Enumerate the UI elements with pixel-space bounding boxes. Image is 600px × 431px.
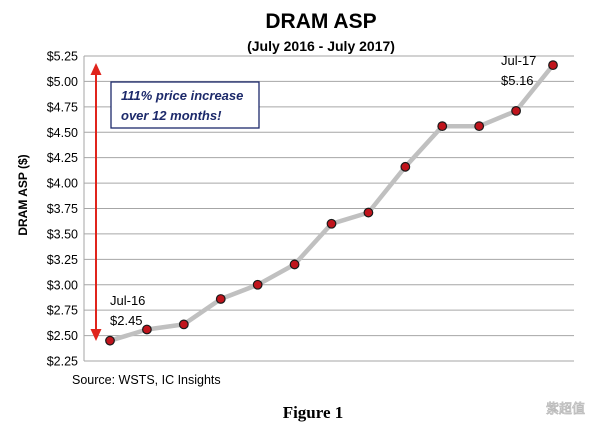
- chart-title: DRAM ASP: [265, 10, 376, 33]
- figure-caption: Figure 1: [283, 403, 344, 422]
- data-point: [511, 105, 521, 116]
- y-tick-label: $3.00: [47, 278, 78, 292]
- y-tick-label: $4.50: [47, 126, 78, 140]
- y-tick-label: $2.25: [47, 355, 78, 369]
- data-point: [178, 319, 189, 330]
- data-point: [252, 279, 263, 290]
- data-point: [363, 207, 374, 218]
- data-point: [437, 121, 448, 132]
- y-tick-label: $3.75: [47, 202, 78, 216]
- y-tick-labels: $2.25 $2.50 $2.75 $3.00 $3.25 $3.50 $3.75 $4.00…: [47, 50, 78, 369]
- data-point: [105, 335, 115, 346]
- y-axis-label: DRAM ASP ($): [16, 154, 30, 235]
- end-month-label: Jul-17: [501, 53, 536, 68]
- source-note: Source: WSTS, IC Insights: [72, 373, 221, 387]
- y-tick-label: $2.50: [47, 329, 78, 343]
- data-point: [326, 218, 337, 229]
- data-point: [215, 294, 226, 304]
- annotation-box: 111% price increase over 12 months!: [110, 81, 260, 129]
- data-point: [548, 60, 558, 71]
- watermark: 紫超值: [546, 401, 585, 417]
- data-point: [400, 161, 411, 172]
- annotation-line-2: over 12 months!: [121, 108, 222, 123]
- data-point: [289, 259, 300, 270]
- data-point: [474, 121, 485, 132]
- y-tick-label: $5.25: [47, 50, 78, 64]
- increase-arrow: [90, 63, 102, 341]
- chart-subtitle: (July 2016 - July 2017): [247, 38, 395, 54]
- y-tick-label: $3.50: [47, 227, 78, 241]
- end-value-label: $5.16: [501, 73, 534, 88]
- annotation-line-1: 111% price increase: [121, 88, 243, 103]
- start-value-label: $2.45: [110, 313, 143, 328]
- start-month-label: Jul-16: [110, 293, 145, 308]
- data-point: [142, 324, 152, 335]
- y-tick-label: $2.75: [47, 304, 78, 318]
- y-tick-label: $4.00: [47, 177, 78, 191]
- y-tick-label: $4.25: [47, 151, 78, 165]
- y-tick-label: $3.25: [47, 253, 78, 267]
- y-tick-label: $5.00: [47, 75, 78, 89]
- data-points: [105, 60, 558, 346]
- y-tick-label: $4.75: [47, 100, 78, 114]
